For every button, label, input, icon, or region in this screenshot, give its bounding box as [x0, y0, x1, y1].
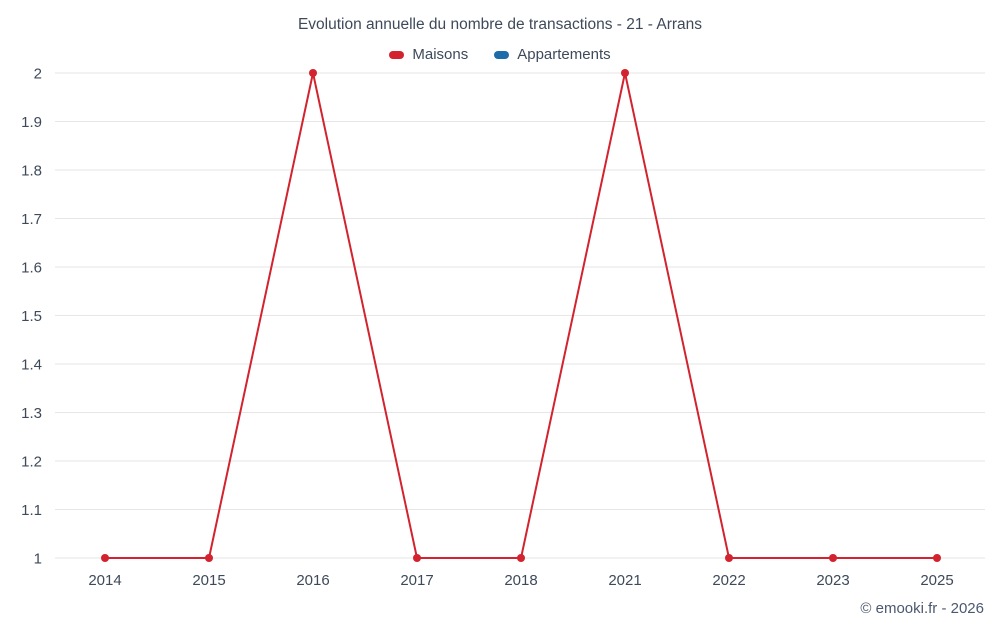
legend-label: Maisons [412, 46, 469, 63]
x-axis-tick-label: 2023 [816, 572, 849, 589]
y-axis-tick-label: 1.7 [21, 211, 42, 228]
chart-legend: Maisons Appartements [0, 46, 1000, 63]
y-axis-tick-label: 1.2 [21, 453, 42, 470]
x-axis-tick-label: 2022 [712, 572, 745, 589]
x-axis-tick-label: 2016 [296, 572, 329, 589]
legend-label: Appartements [517, 46, 611, 63]
y-axis-tick-label: 1.4 [21, 356, 42, 373]
legend-item-maisons[interactable]: Maisons [389, 46, 468, 63]
x-axis-tick-label: 2015 [192, 572, 225, 589]
y-axis-tick-label: 2 [34, 65, 42, 82]
x-axis-tick-label: 2014 [88, 572, 121, 589]
data-point-maisons-2017[interactable] [413, 554, 421, 562]
y-axis-tick-label: 1.6 [21, 259, 42, 276]
data-point-maisons-2022[interactable] [725, 554, 733, 562]
data-point-maisons-2014[interactable] [101, 554, 109, 562]
x-axis-tick-label: 2025 [920, 572, 953, 589]
data-point-maisons-2025[interactable] [933, 554, 941, 562]
y-axis-tick-label: 1.8 [21, 162, 42, 179]
y-axis-tick-label: 1.5 [21, 308, 42, 325]
y-axis-tick-label: 1 [34, 550, 42, 567]
x-axis-tick-label: 2021 [608, 572, 641, 589]
copyright-footer: © emooki.fr - 2026 [860, 600, 984, 617]
x-axis-tick-label: 2017 [400, 572, 433, 589]
legend-item-appartements[interactable]: Appartements [494, 46, 611, 63]
y-axis-tick-label: 1.3 [21, 405, 42, 422]
data-point-maisons-2015[interactable] [205, 554, 213, 562]
data-point-maisons-2016[interactable] [309, 69, 317, 77]
y-axis-tick-label: 1.9 [21, 114, 42, 131]
data-point-maisons-2023[interactable] [829, 554, 837, 562]
maisons-series-swatch-icon [389, 50, 405, 59]
y-axis-tick-label: 1.1 [21, 502, 42, 519]
x-axis-tick-label: 2018 [504, 572, 537, 589]
data-point-maisons-2018[interactable] [517, 554, 525, 562]
appartements-series-swatch-icon [494, 50, 510, 59]
chart-title: Evolution annuelle du nombre de transact… [297, 16, 703, 33]
data-point-maisons-2021[interactable] [621, 69, 629, 77]
